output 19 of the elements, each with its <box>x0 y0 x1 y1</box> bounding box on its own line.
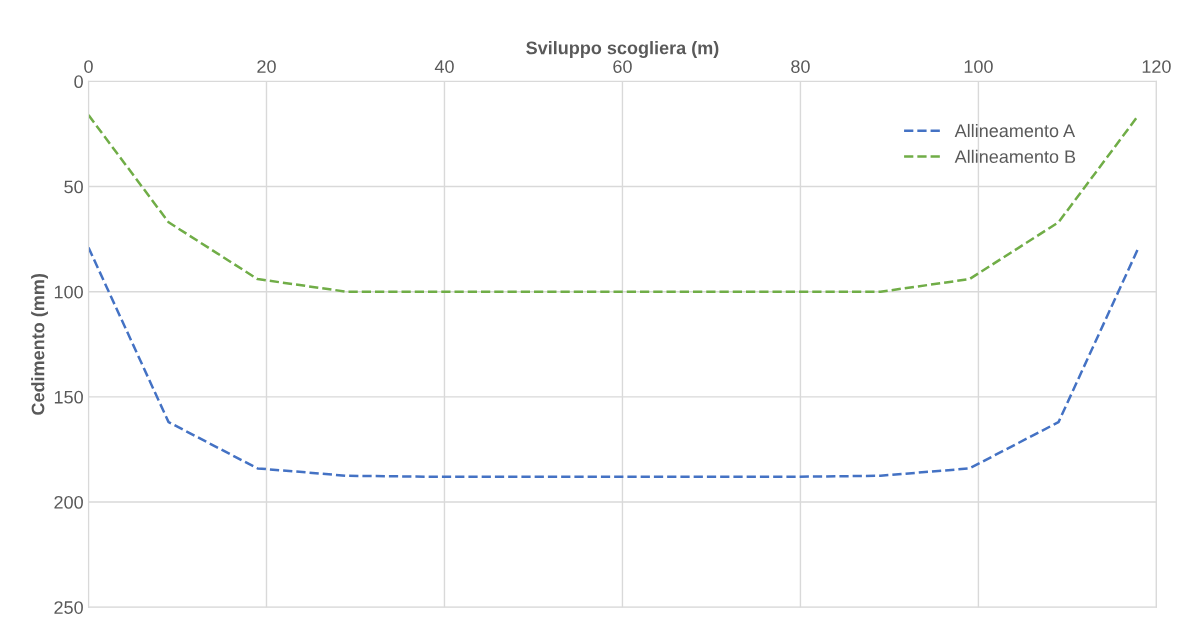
x-tick-label: 80 <box>791 60 810 73</box>
line-series <box>88 113 1140 293</box>
legend-label: Allineamento B <box>954 149 1076 164</box>
y-axis-title: Cedimento (mm) <box>31 273 48 415</box>
x-tick-label: 60 <box>613 60 632 73</box>
y-tick-label: 50 <box>64 180 83 194</box>
y-tick-label: 100 <box>54 285 83 299</box>
x-tick-label: 40 <box>434 60 454 73</box>
x-tick-label: 120 <box>1142 60 1171 73</box>
y-tick-label: 250 <box>54 601 83 614</box>
x-tick-label: 100 <box>964 60 993 73</box>
y-tick-label: 0 <box>74 75 83 89</box>
x-tick-label: 20 <box>257 60 276 73</box>
x-tick-label: 0 <box>84 60 93 73</box>
y-tick-label: 150 <box>54 390 83 404</box>
y-tick-label: 200 <box>54 495 83 509</box>
legend-label: Allineamento A <box>954 123 1076 138</box>
line-series <box>88 246 1140 479</box>
x-axis-title: Sviluppo scogliera (m) <box>526 41 719 58</box>
